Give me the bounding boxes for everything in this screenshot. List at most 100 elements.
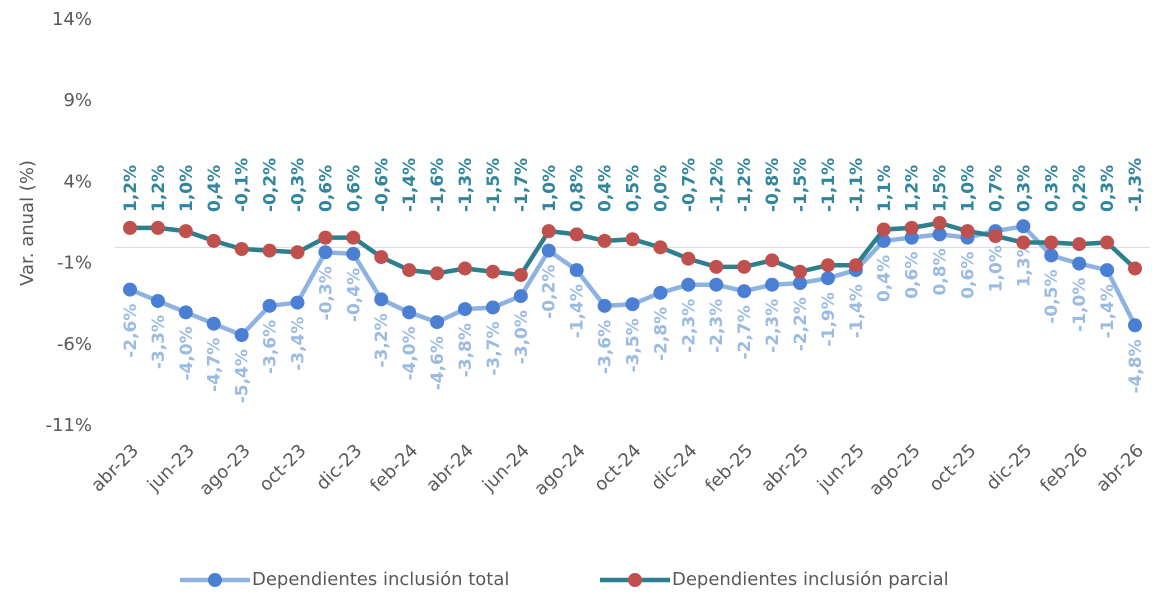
data-label: 0,4% [205,165,225,212]
data-label: 1,2% [903,165,923,212]
marker [765,277,780,292]
marker [178,305,193,320]
data-label: -1,7% [512,158,532,212]
marker [625,232,640,247]
marker [402,263,417,278]
marker [569,227,584,242]
data-label: -1,4% [400,158,420,212]
marker [1100,235,1115,250]
x-tick-label: ago-23 [195,440,255,500]
data-label: -1,2% [735,158,755,212]
marker [485,264,500,279]
marker [681,277,696,292]
marker [541,224,556,239]
data-label: -2,8% [651,307,671,361]
data-label: -1,0% [1070,278,1090,332]
data-label: -1,4% [568,284,588,338]
data-label: -4,8% [1126,339,1146,393]
y-tick-label: 14% [52,9,92,30]
x-tick-label: abr-23 [87,440,143,496]
data-label: -1,5% [484,158,504,212]
data-label: -0,6% [372,158,392,212]
data-label: 0,6% [959,252,979,299]
data-label: -3,6% [596,320,616,374]
data-label: -4,7% [205,338,225,392]
data-label: -3,7% [484,321,504,375]
data-label: 0,6% [344,165,364,212]
legend-label: Dependientes inclusión parcial [672,569,949,590]
data-label: 0,4% [596,165,616,212]
data-label: 0,7% [986,165,1006,212]
marker [346,246,361,261]
marker [1072,237,1087,252]
data-label: -1,1% [847,158,867,212]
marker [793,276,807,291]
marker [960,224,975,239]
marker [681,251,696,266]
marker [458,261,472,276]
data-label: -0,2% [540,265,560,319]
data-label: 1,0% [959,165,979,212]
x-tick-label: dic-23 [312,440,366,494]
marker [318,245,333,260]
marker [848,258,863,273]
data-label: 0,3% [1014,165,1034,212]
y-axis-title: Var. anual (%) [17,160,38,286]
marker [765,253,780,268]
data-label: 1,2% [149,165,169,212]
marker [123,220,137,235]
data-label: 1,5% [931,165,951,212]
data-label: 0,4% [875,255,895,302]
data-label: 0,3% [1098,165,1118,212]
data-label: 1,0% [177,165,197,212]
data-label: -3,2% [372,313,392,367]
marker [737,284,752,299]
data-label: 1,1% [875,165,895,212]
marker [1016,235,1031,250]
data-label: -2,3% [707,299,727,353]
x-tick-label: dic-25 [982,440,1036,494]
data-label: 0,5% [624,165,644,212]
data-label: -1,4% [1098,284,1118,338]
series-line [130,220,1137,278]
x-tick-label: oct-24 [590,440,645,495]
marker [625,297,640,312]
marker [318,230,333,245]
data-label: -1,2% [707,158,727,212]
marker [262,243,277,258]
marker [1072,256,1087,271]
x-tick-label: abr-25 [757,440,813,496]
data-label: 1,2% [121,165,141,212]
marker [1100,263,1115,278]
marker [402,305,417,320]
marker [458,302,472,317]
data-label: -2,3% [679,299,699,353]
data-label: -0,3% [316,266,336,320]
data-label: 0,6% [903,252,923,299]
marker [430,315,445,330]
marker [988,228,1003,243]
marker [932,216,947,230]
marker [569,263,584,278]
marker [709,277,724,292]
marker [1128,318,1142,333]
data-label: -2,2% [791,297,811,351]
y-tick-label: -1% [57,253,92,274]
data-label: 0,8% [568,165,588,212]
data-label: 0,0% [651,165,671,212]
x-tick-label: oct-25 [925,440,980,495]
data-label: -0,4% [344,268,364,322]
data-label: -1,6% [428,158,448,212]
data-label: -3,8% [456,323,476,377]
data-label: -2,6% [121,304,141,358]
x-tick-label: jun-24 [478,440,534,496]
marker [290,295,305,310]
data-label: -0,1% [233,158,253,212]
marker [1016,219,1031,234]
marker [1044,248,1059,263]
data-label: -3,3% [149,315,169,369]
legend-marker [208,573,222,587]
data-label: -0,8% [763,158,783,212]
data-label: -3,5% [624,318,644,372]
data-label: -1,3% [456,158,476,212]
